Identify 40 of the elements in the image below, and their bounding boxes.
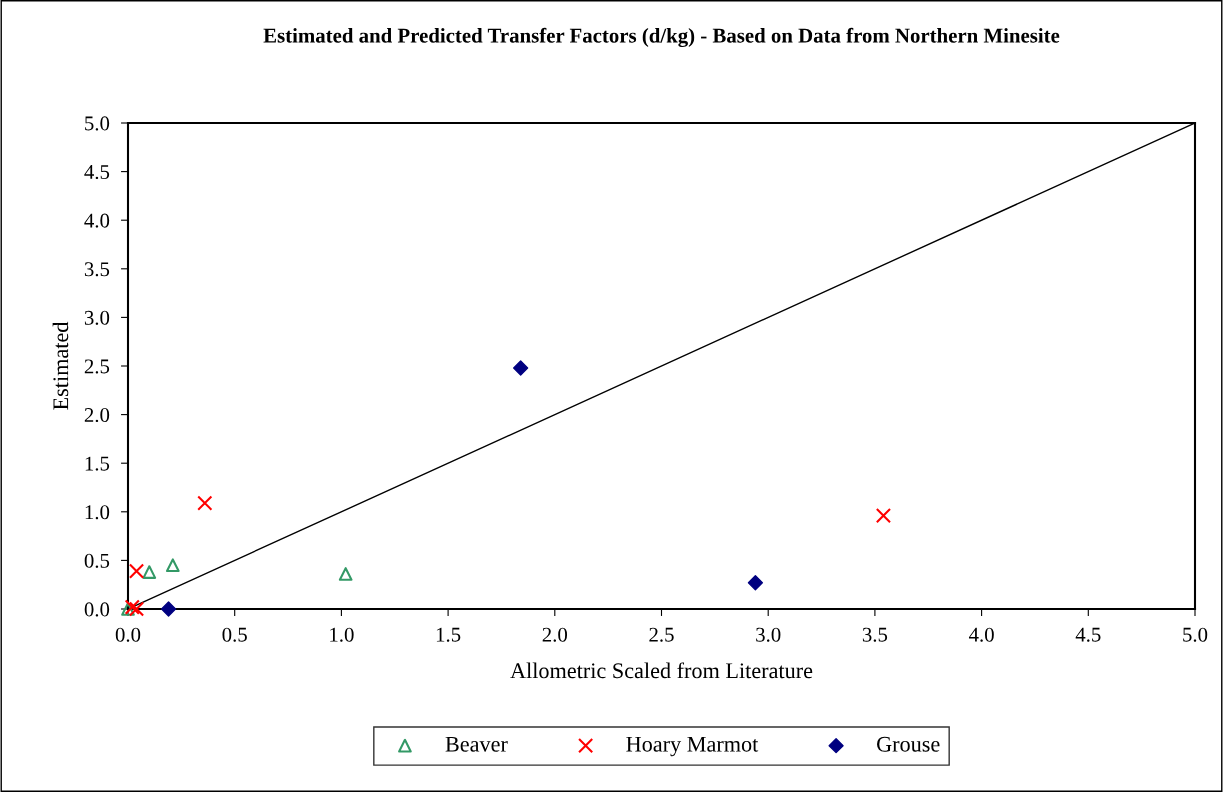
x-tick-label: 4.0	[968, 627, 994, 642]
chart-title: Estimated and Predicted Transfer Factors (d/kg) - Based on Data from Northern Minesite	[263, 27, 1060, 48]
point	[121, 602, 135, 616]
y-tick-label: 3.0	[84, 310, 110, 325]
point	[128, 563, 145, 579]
x-tick-label: 0.5	[222, 627, 247, 642]
x-tick-label: 4.5	[1075, 627, 1101, 642]
x-tick-label: 5.0	[1183, 627, 1208, 642]
y-tick-label: 4.0	[84, 213, 110, 228]
legend-label: Hoary Marmot	[626, 736, 759, 757]
x-tick-label: 2.5	[649, 627, 674, 642]
x-tick-label: 3.0	[756, 627, 781, 642]
x-tick-label: 3.5	[862, 627, 888, 642]
legend-label: Grouse	[877, 736, 940, 752]
y-tick-label: 2.5	[84, 359, 110, 374]
y-tick-label: 0.5	[84, 553, 110, 568]
point	[747, 575, 764, 591]
y-tick-label: 1.0	[85, 505, 110, 520]
x-axis-title: Allometric Scaled from Literature	[510, 662, 813, 679]
y-tick-label: 3.5	[84, 262, 110, 277]
point	[128, 601, 145, 617]
point	[513, 360, 529, 376]
point	[875, 508, 892, 524]
x-tick-label: 0.0	[115, 627, 141, 642]
point	[197, 495, 213, 511]
y-tick-label: 0.0	[84, 602, 110, 617]
x-tick-label: 1.0	[330, 627, 354, 642]
point	[160, 601, 177, 617]
point	[142, 565, 157, 579]
y-tick-label: 4.5	[84, 165, 110, 180]
y-tick-label: 1.5	[85, 456, 110, 471]
y-axis-title: Estimated	[52, 321, 69, 410]
x-tick-label: 1.5	[436, 627, 461, 642]
y-tick-label: 2.0	[84, 407, 110, 423]
legend-label: Beaver	[445, 736, 508, 752]
point	[124, 599, 140, 615]
point	[165, 558, 180, 573]
y-tick-label: 5.0	[85, 116, 110, 131]
x-tick-label: 2.0	[542, 627, 568, 642]
point	[338, 567, 353, 581]
